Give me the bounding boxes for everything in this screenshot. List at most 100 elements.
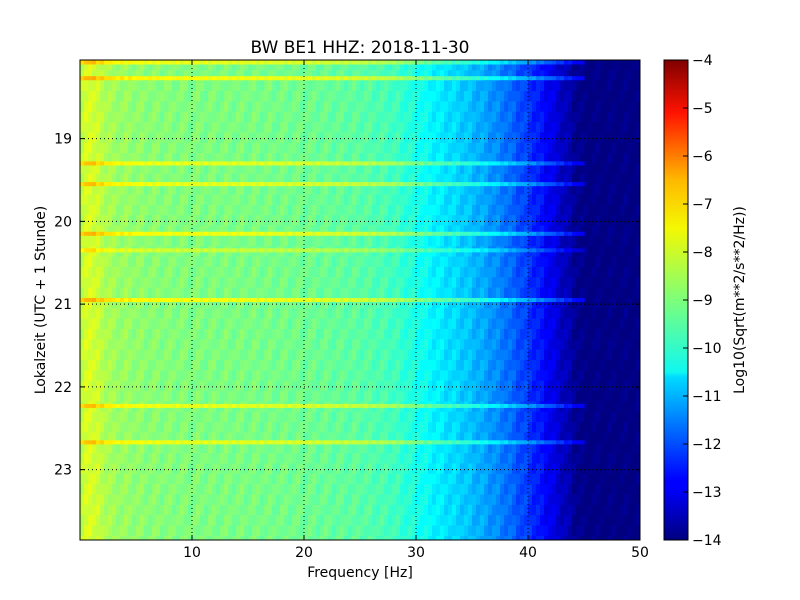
spectrogram-cell	[372, 122, 377, 134]
spectrogram-cell	[132, 256, 137, 268]
spectrogram-cell	[336, 328, 341, 340]
spectrogram-cell	[340, 297, 345, 309]
spectrogram-cell	[480, 101, 485, 113]
spectrogram-cell	[196, 194, 201, 206]
spectrogram-cell	[460, 277, 465, 289]
spectrogram-cell	[296, 184, 301, 196]
spectrogram-cell	[292, 422, 297, 434]
spectrogram-cell	[228, 215, 233, 227]
spectrogram-cell	[416, 442, 421, 454]
spectrogram-cell	[236, 380, 241, 392]
spectrogram-cell	[476, 380, 481, 392]
spectrogram-cell	[320, 132, 325, 144]
spectrogram-cell	[192, 91, 197, 102]
spectrogram-cell	[340, 442, 345, 454]
spectrogram-cell	[368, 504, 373, 516]
spectrogram-cell	[220, 318, 225, 330]
spectrogram-cell	[304, 70, 309, 82]
spectrogram-cell	[208, 473, 213, 485]
spectrogram-cell	[100, 535, 105, 540]
spectrogram-cell	[248, 494, 253, 506]
spectrogram-cell	[132, 287, 137, 299]
spectrogram-cell	[484, 142, 489, 154]
spectrogram-cell	[408, 173, 413, 185]
spectrogram-cell	[276, 256, 281, 268]
spectrogram-cell	[256, 473, 261, 485]
spectrogram-cell	[400, 515, 405, 527]
spectrogram-cell	[336, 266, 341, 278]
spectrogram-cell	[472, 235, 477, 247]
spectrogram-cell	[136, 91, 141, 102]
spectrogram-cell	[196, 494, 201, 506]
spectrogram-cell	[476, 318, 481, 330]
spectrogram-cell	[140, 142, 145, 154]
spectrogram-cell	[308, 173, 313, 185]
spectrogram-cell	[188, 70, 193, 82]
spectrogram-cell	[124, 484, 129, 496]
spectrogram-cell	[96, 132, 101, 144]
spectrogram-cell	[324, 132, 329, 144]
spectrogram-cell	[208, 266, 213, 278]
spectrogram-cell	[400, 132, 405, 144]
spectrogram-cell	[252, 432, 257, 444]
spectrogram-cell	[172, 111, 177, 123]
spectrogram-cell	[360, 504, 365, 516]
spectrogram-cell	[196, 422, 201, 434]
spectrogram-cell	[256, 132, 261, 144]
spectrogram-cell	[404, 225, 409, 237]
spectrogram-cell	[436, 225, 441, 237]
spectrogram-cell	[224, 256, 229, 268]
spectrogram-cell	[476, 442, 481, 454]
spectrogram-cell	[284, 91, 289, 102]
spectrogram-cell	[96, 287, 101, 299]
spectrogram-cell	[488, 256, 493, 268]
spectrogram-cell	[436, 525, 441, 537]
spectrogram-cell	[228, 173, 233, 185]
spectrogram-cell	[84, 266, 89, 278]
spectrogram-cell	[332, 473, 337, 485]
spectrogram-cell	[96, 504, 101, 516]
spectrogram-cell	[136, 349, 141, 361]
spectrogram-cell	[192, 453, 197, 465]
spectrogram-cell	[244, 308, 249, 320]
spectrogram-cell	[260, 235, 265, 247]
spectrogram-cell	[444, 380, 449, 392]
spectrogram-column	[208, 60, 213, 540]
spectrogram-cell	[248, 204, 253, 216]
spectrogram-cell	[124, 515, 129, 527]
spectrogram-cell	[412, 442, 417, 454]
spectrogram-cell	[468, 163, 473, 175]
spectrogram-cell	[104, 328, 109, 340]
spectrogram-cell	[168, 349, 173, 361]
spectrogram-cell	[184, 70, 189, 82]
spectrogram-cell	[436, 463, 441, 475]
spectrogram-cell	[84, 132, 89, 144]
spectrogram-cell	[284, 339, 289, 351]
spectrogram-cell	[432, 266, 437, 278]
spectrogram-cell	[192, 184, 197, 196]
spectrogram-cell	[312, 422, 317, 434]
spectrogram-cell	[204, 535, 209, 540]
spectrogram-cell	[84, 225, 89, 237]
spectrogram-cell	[400, 360, 405, 371]
spectrogram-cell	[336, 515, 341, 527]
spectrogram-cell	[376, 391, 381, 402]
spectrogram-cell	[232, 391, 237, 402]
spectrogram-cell	[396, 484, 401, 496]
spectrogram-cell	[224, 163, 229, 175]
spectrogram-cell	[316, 256, 321, 268]
spectrogram-cell	[420, 153, 425, 165]
spectrogram-cell	[128, 235, 133, 247]
spectrogram-cell	[256, 194, 261, 206]
spectrogram-cell	[152, 101, 157, 113]
spectrogram-cell	[148, 91, 153, 102]
spectrogram-cell	[80, 360, 85, 371]
spectrogram-cell	[264, 442, 269, 454]
spectrogram-cell	[420, 297, 425, 309]
spectrogram-cell	[360, 235, 365, 247]
spectrogram-cell	[268, 194, 273, 206]
spectrogram-cell	[284, 422, 289, 434]
spectrogram-cell	[268, 370, 273, 382]
spectrogram-cell	[92, 525, 97, 537]
spectrogram-cell	[220, 360, 225, 371]
